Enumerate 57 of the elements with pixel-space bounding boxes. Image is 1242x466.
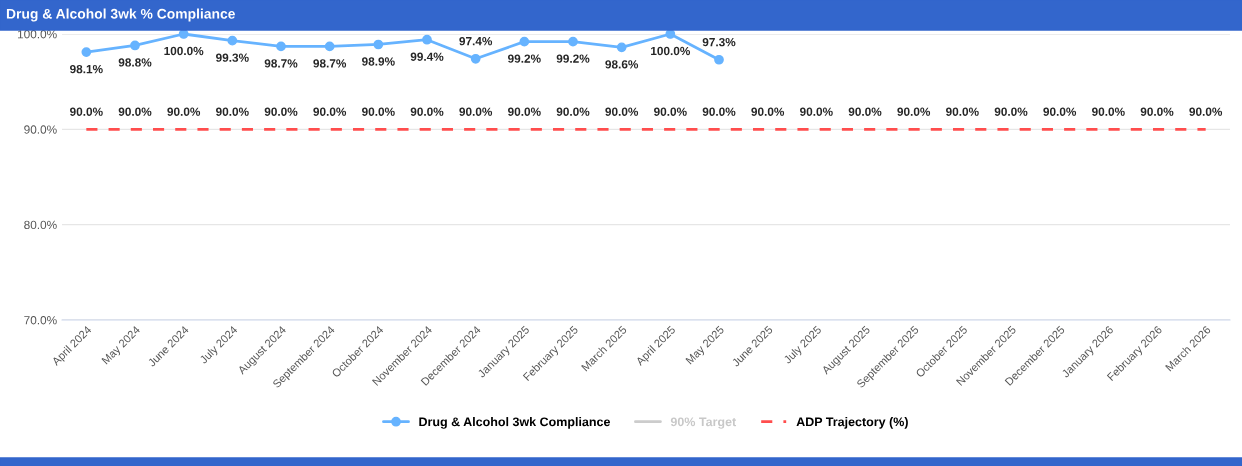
data-label: 90.0% — [848, 107, 882, 116]
data-label: 90.0% — [362, 107, 395, 116]
data-label: 90.0% — [556, 107, 590, 116]
point — [422, 34, 432, 45]
data-label: 98.7% — [313, 59, 347, 68]
data-label: 90.0% — [605, 107, 639, 116]
data-label: 99.4% — [410, 52, 444, 61]
data-label: 90.0% — [1140, 107, 1174, 116]
legend-label: ADP Trajectory (%) — [796, 417, 908, 429]
data-label: 90.0% — [702, 107, 736, 116]
data-label: 98.8% — [118, 58, 152, 67]
data-label: 90.0% — [654, 107, 687, 116]
point — [324, 41, 335, 52]
data-label: 90.0% — [216, 107, 249, 116]
point — [616, 42, 627, 53]
data-label: 99.2% — [556, 54, 590, 63]
data-label: 90.0% — [167, 107, 201, 116]
point — [714, 54, 724, 65]
data-label: 90.0% — [1189, 107, 1223, 116]
data-label: 90.0% — [1043, 107, 1077, 116]
data-label: 90.0% — [946, 107, 979, 116]
data-label: 90.0% — [410, 107, 444, 116]
data-label: 90.0% — [264, 107, 298, 116]
chart-title: Drug & Alcohol 3wk % Compliance — [6, 8, 235, 22]
point — [227, 35, 238, 46]
point — [373, 39, 384, 50]
point — [81, 47, 92, 57]
y-tick-label: 90.0% — [24, 125, 57, 134]
data-label: 90.0% — [70, 107, 103, 116]
data-label: 97.3% — [702, 37, 736, 47]
legend-label: Drug & Alcohol 3wk Compliance — [419, 417, 610, 429]
data-label: 99.3% — [216, 53, 249, 62]
point — [519, 36, 530, 47]
data-label: 90.0% — [751, 107, 785, 116]
data-label: 98.6% — [605, 60, 639, 69]
point — [470, 53, 481, 64]
data-label: 90.0% — [118, 107, 152, 116]
data-label: 90.0% — [800, 107, 833, 116]
y-tick-label: 70.0% — [24, 316, 57, 325]
data-label: 100.0% — [651, 46, 691, 56]
y-tick-label: 80.0% — [24, 220, 57, 230]
data-label: 98.9% — [362, 57, 395, 66]
y-tick-label: 100.0% — [18, 30, 57, 39]
data-label: 100.0% — [164, 46, 204, 56]
data-label: 90.0% — [313, 107, 347, 116]
data-label: 98.1% — [70, 64, 103, 74]
data-label: 98.7% — [264, 59, 298, 68]
point — [130, 40, 140, 51]
data-label: 99.2% — [508, 54, 541, 63]
data-label: 90.0% — [897, 107, 931, 116]
data-label: 97.4% — [459, 36, 493, 46]
data-label: 90.0% — [994, 107, 1028, 116]
point — [276, 41, 286, 52]
data-label: 90.0% — [459, 107, 493, 116]
data-label: 90.0% — [1092, 107, 1125, 116]
point — [568, 36, 578, 47]
data-label: 90.0% — [508, 107, 541, 116]
